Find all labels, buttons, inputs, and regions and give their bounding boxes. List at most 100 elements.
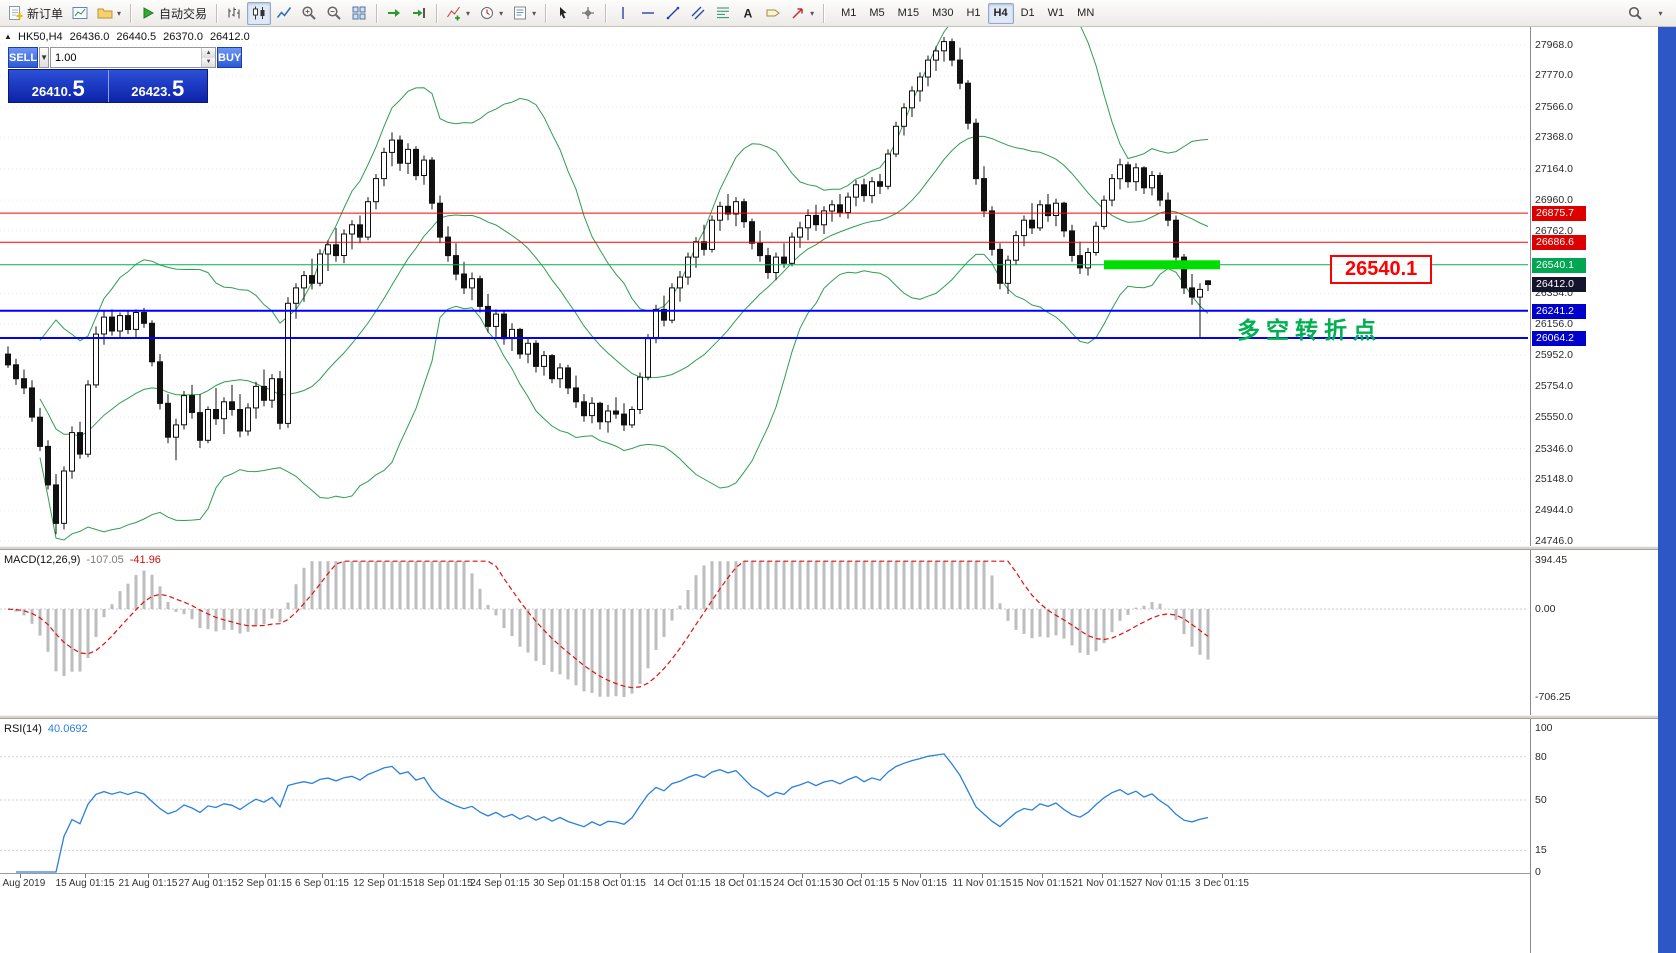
timeframe-h4[interactable]: H4 [987, 2, 1014, 24]
volume-input[interactable] [51, 48, 202, 67]
search-dropdown-button[interactable]: ▾ [1648, 2, 1672, 25]
time-axis-label: 21 Aug 01:15 [118, 878, 178, 889]
panel-splitter-macd[interactable] [0, 546, 1658, 550]
rsi-canvas[interactable] [0, 719, 1530, 873]
label-tool-button[interactable] [761, 2, 785, 25]
time-tick [743, 874, 744, 878]
volume-down-button[interactable]: ▼ [202, 57, 216, 67]
fibonacci-icon [715, 5, 731, 21]
vertical-line-button[interactable] [611, 2, 635, 25]
cursor-icon [555, 5, 571, 21]
new-order-button[interactable]: 新订单 [4, 2, 67, 25]
templates-button[interactable]: ▾ [508, 2, 540, 25]
volume-stepper: ▲ ▼ [50, 47, 217, 68]
chart-shift-button[interactable] [407, 2, 431, 25]
toolbar-separator [605, 3, 607, 23]
price-tick-label: 27770.0 [1535, 69, 1573, 82]
price-tick-label: 27968.0 [1535, 39, 1573, 51]
timeframe-m30[interactable]: M30 [932, 7, 954, 19]
arrows-tool-button[interactable]: ▾ [786, 2, 818, 25]
price-tick-label: 25550.0 [1535, 411, 1573, 424]
profiles-button[interactable]: ▾ [93, 2, 125, 25]
price-level-annotation[interactable]: 26540.1 [1330, 255, 1433, 284]
price-tick-label: 26156.0 [1535, 317, 1573, 330]
chart-shift-icon [411, 5, 427, 21]
timeframe-mn[interactable]: MN [1077, 7, 1095, 19]
one-click-toggle[interactable]: ▲ [4, 32, 12, 41]
turning-point-annotation[interactable]: 多空转折点 [1237, 317, 1382, 343]
cursor-button[interactable] [551, 2, 575, 25]
timeframe-m1[interactable]: M1 [841, 7, 857, 19]
time-tick [20, 874, 21, 878]
indicators-button[interactable]: ▾ [442, 2, 474, 25]
autotrading-play-icon [140, 5, 156, 21]
panel-splitter-rsi[interactable] [0, 715, 1658, 719]
crosshair-button[interactable] [576, 2, 600, 25]
autotrading-button[interactable]: 自动交易 [136, 2, 211, 25]
vertical-line-icon [615, 5, 631, 21]
time-axis-label: 27 Nov 01:15 [1131, 878, 1191, 889]
timeframe-m5[interactable]: M5 [869, 7, 885, 19]
time-axis-label: 27 Aug 01:15 [178, 878, 238, 889]
time-tick [1222, 874, 1223, 878]
time-axis-label: 24 Sep 01:15 [470, 878, 530, 889]
time-tick [322, 874, 323, 878]
line-chart-icon [276, 5, 292, 21]
line-chart-button[interactable] [272, 2, 296, 25]
sell-price-big-digit: 5 [72, 76, 85, 102]
price-tick-label: 27368.0 [1535, 131, 1573, 144]
search-button[interactable] [1623, 2, 1647, 25]
chart-window-button[interactable] [68, 2, 92, 25]
rsi-label-row: RSI(14) 40.0692 [4, 723, 88, 735]
macd-label-row: MACD(12,26,9) -107.05 -41.96 [4, 554, 161, 566]
price-level-badge: 26540.1 [1532, 257, 1586, 273]
buy-price-panel[interactable]: 26423. 5 [108, 70, 207, 102]
sell-button[interactable]: SELL [8, 47, 39, 68]
bar-chart-button[interactable] [222, 2, 246, 25]
chevron-down-icon: ▾ [532, 8, 537, 18]
one-click-trading-panel: SELL ▼ ▲ ▼ BUY 26410. 5 [8, 47, 243, 103]
right-scrollbar[interactable] [1658, 27, 1676, 953]
price-tick-label: 24746.0 [1535, 534, 1573, 547]
zoom-in-button[interactable] [297, 2, 321, 25]
price-axis[interactable]: 27968.0 27770.0 27566.0 27368.0 27164.0 26960… [1530, 27, 1658, 953]
macd-canvas[interactable] [0, 550, 1530, 715]
price-tick-label: 25754.0 [1535, 379, 1573, 392]
timeframe-m15[interactable]: M15 [897, 7, 920, 19]
sell-price-panel[interactable]: 26410. 5 [9, 70, 109, 102]
fibonacci-button[interactable] [711, 2, 735, 25]
macd-value: -107.05 [86, 554, 124, 566]
price-level-badge: 26412.0 [1532, 277, 1586, 293]
zoom-out-button[interactable] [322, 2, 346, 25]
price-level-badge: 26241.2 [1532, 303, 1586, 319]
channel-button[interactable] [686, 2, 710, 25]
tile-windows-button[interactable] [347, 2, 371, 25]
timeframe-w1[interactable]: W1 [1047, 7, 1065, 19]
timeframe-h1[interactable]: H1 [966, 7, 981, 19]
main-chart-canvas[interactable] [0, 27, 1530, 546]
periods-button[interactable]: ▾ [475, 2, 507, 25]
horizontal-line-button[interactable] [636, 2, 660, 25]
time-axis-label: 21 Nov 01:15 [1072, 878, 1132, 889]
time-axis-label: 18 Oct 01:15 [714, 878, 772, 889]
buy-button[interactable]: BUY [217, 47, 243, 68]
candlestick-chart-button[interactable] [247, 1, 272, 25]
time-axis-label: 15 Nov 01:15 [1012, 878, 1072, 889]
price-tick-label: 26960.0 [1535, 194, 1573, 207]
toolbar-separator [376, 3, 378, 23]
order-type-dropdown[interactable]: ▼ [39, 47, 50, 68]
auto-scroll-button[interactable] [382, 2, 406, 25]
time-tick [620, 874, 621, 878]
auto-scroll-icon [386, 5, 402, 21]
trendline-button[interactable] [661, 2, 685, 25]
chevron-down-icon: ▼ [40, 53, 49, 62]
time-axis-label: 2 Sep 01:15 [238, 878, 292, 889]
timeframe-d1[interactable]: D1 [1020, 7, 1035, 19]
time-tick [443, 874, 444, 878]
time-tick [1161, 874, 1162, 878]
text-tool-button[interactable] [736, 2, 760, 25]
volume-up-button[interactable]: ▲ [202, 48, 216, 58]
